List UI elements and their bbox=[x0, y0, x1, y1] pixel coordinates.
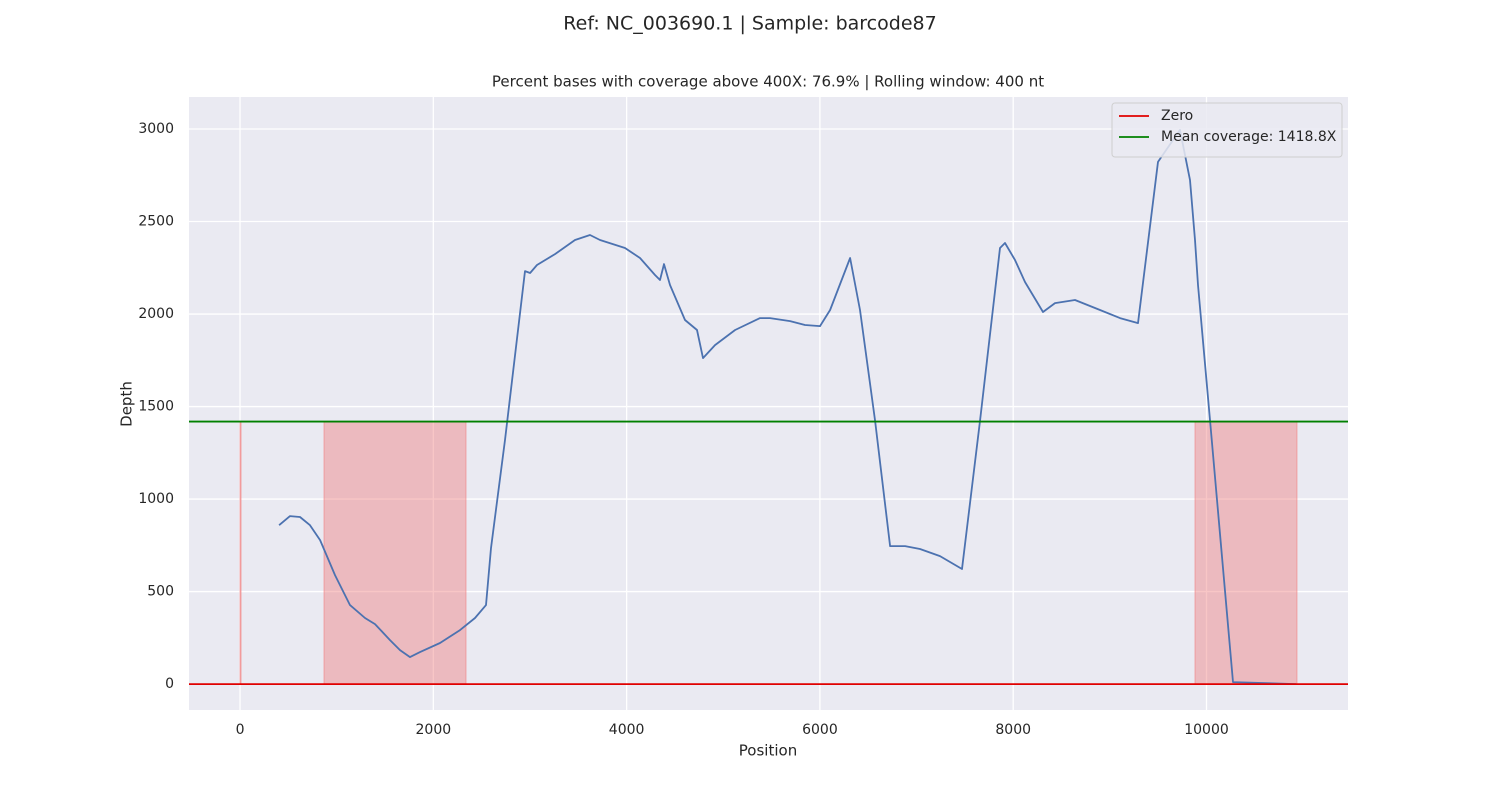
y-tick-label: 0 bbox=[165, 676, 174, 692]
y-tick-label: 1500 bbox=[138, 399, 174, 415]
low-coverage-span bbox=[1194, 421, 1298, 685]
chart-title: Ref: NC_003690.1 | Sample: barcode87 bbox=[563, 13, 936, 35]
x-tick-label: 8000 bbox=[995, 722, 1031, 738]
x-tick-label: 0 bbox=[236, 722, 245, 738]
x-axis-label: Position bbox=[739, 742, 797, 760]
x-tick-label: 6000 bbox=[802, 722, 838, 738]
legend-label: Zero bbox=[1161, 108, 1193, 124]
x-tick-label: 4000 bbox=[609, 722, 645, 738]
y-tick-label: 2000 bbox=[138, 306, 174, 322]
y-axis-label: Depth bbox=[118, 381, 136, 427]
chart-subtitle: Percent bases with coverage above 400X: … bbox=[492, 73, 1044, 91]
depth-line bbox=[278, 128, 1297, 685]
plot-background bbox=[189, 97, 1348, 710]
y-tick-label: 1000 bbox=[138, 491, 174, 507]
legend-box bbox=[1111, 102, 1343, 158]
legend-label: Mean coverage: 1418.8X bbox=[1161, 129, 1337, 145]
x-tick-label: 10000 bbox=[1184, 722, 1229, 738]
y-tick-label: 2500 bbox=[138, 214, 174, 230]
y-tick-label: 500 bbox=[147, 584, 174, 600]
y-tick-label: 3000 bbox=[138, 121, 174, 137]
low-coverage-span bbox=[323, 421, 467, 685]
low-coverage-span bbox=[239, 421, 242, 685]
x-tick-label: 2000 bbox=[416, 722, 452, 738]
